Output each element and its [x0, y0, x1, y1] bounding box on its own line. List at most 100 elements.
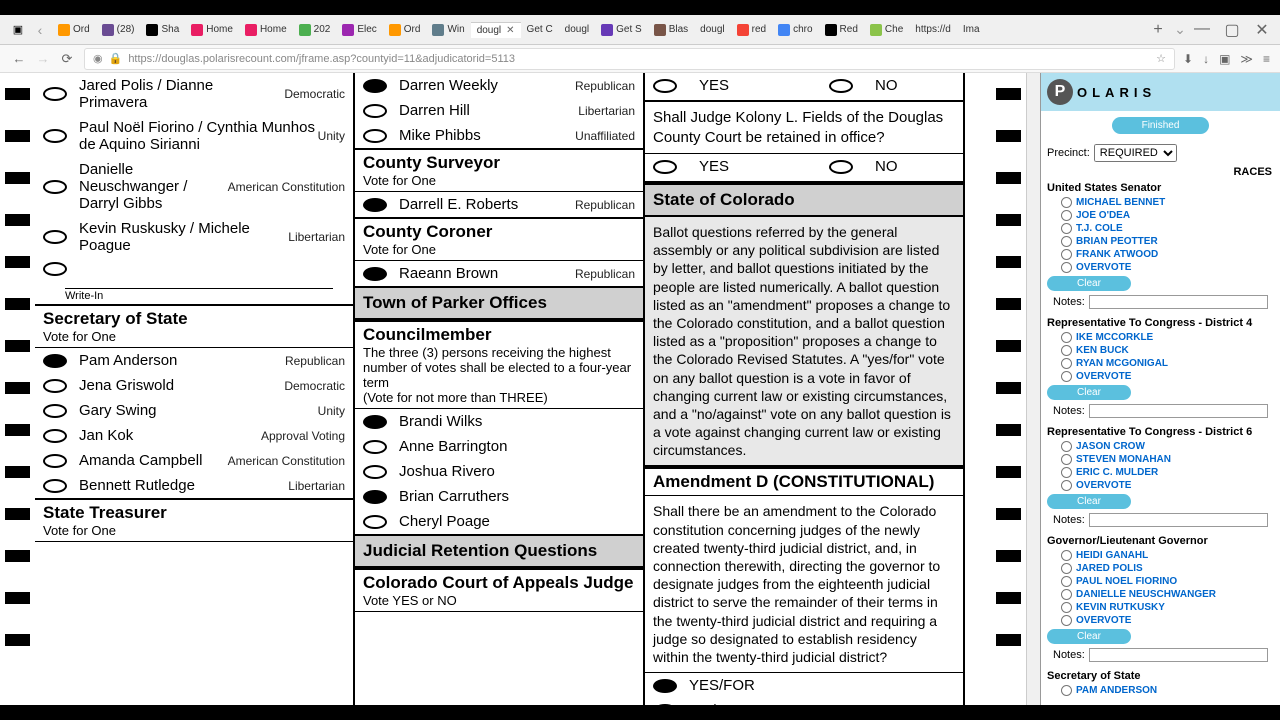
candidate-oval[interactable]: [43, 180, 67, 194]
browser-tab[interactable]: Elec: [336, 22, 382, 38]
extension-icon[interactable]: ▣: [1219, 52, 1230, 66]
adjudication-sidebar: P OLARIS Finished Precinct: REQUIRED RAC…: [1040, 73, 1280, 705]
browser-tab[interactable]: Red: [819, 22, 864, 38]
browser-tab[interactable]: 202: [293, 22, 337, 38]
new-tab-button[interactable]: +: [1148, 21, 1168, 39]
browser-tab[interactable]: Home: [239, 22, 293, 38]
browser-tab[interactable]: Home: [185, 22, 239, 38]
candidate-oval[interactable]: [43, 379, 67, 393]
sidebar-race-option[interactable]: OVERVOTE: [1047, 479, 1274, 492]
browser-tab[interactable]: (28): [96, 22, 141, 38]
writein-oval[interactable]: [43, 262, 67, 276]
sidebar-race-option[interactable]: ERIC C. MULDER: [1047, 466, 1274, 479]
no-oval-2[interactable]: [829, 160, 853, 174]
pocket-icon[interactable]: ⬇: [1183, 52, 1193, 66]
sidebar-race-option[interactable]: PAUL NOEL FIORINO: [1047, 575, 1274, 588]
coroner-oval[interactable]: [363, 267, 387, 281]
yesfor-oval[interactable]: [653, 679, 677, 693]
clear-button[interactable]: Clear: [1047, 385, 1131, 400]
sidebar-race-option[interactable]: HEIDI GANAHL: [1047, 549, 1274, 562]
sidebar-race-option[interactable]: MICHAEL BENNET: [1047, 196, 1274, 209]
close-button[interactable]: ✕: [1252, 20, 1272, 40]
candidate-oval[interactable]: [43, 87, 67, 101]
sidebar-race-option[interactable]: DANIELLE NEUSCHWANGER: [1047, 588, 1274, 601]
browser-tab[interactable]: dougl: [694, 22, 730, 38]
sidebar-race-option[interactable]: PAM ANDERSON: [1047, 684, 1274, 697]
candidate-oval[interactable]: [363, 79, 387, 93]
browser-tab[interactable]: dougl: [559, 22, 595, 38]
browser-tab[interactable]: Ima: [957, 22, 986, 38]
app-menu-icon[interactable]: ▣: [8, 20, 28, 40]
clear-button[interactable]: Clear: [1047, 629, 1131, 644]
browser-tab[interactable]: Ord: [52, 22, 96, 38]
minimize-button[interactable]: —: [1192, 20, 1212, 40]
sidebar-race-option[interactable]: RYAN MCGONIGAL: [1047, 357, 1274, 370]
clear-button[interactable]: Clear: [1047, 494, 1131, 509]
forward-button[interactable]: →: [34, 51, 52, 67]
download-icon[interactable]: ↓: [1203, 52, 1209, 66]
candidate-oval[interactable]: [43, 429, 67, 443]
sidebar-race-option[interactable]: JOE O'DEA: [1047, 209, 1274, 222]
sidebar-race-option[interactable]: KEN BUCK: [1047, 344, 1274, 357]
candidate-oval[interactable]: [363, 129, 387, 143]
yes-oval-2[interactable]: [653, 160, 677, 174]
back-button[interactable]: ←: [10, 51, 28, 67]
address-bar[interactable]: ◉ 🔒 https://douglas.polarisrecount.com/j…: [84, 48, 1175, 70]
candidate-oval[interactable]: [363, 515, 387, 529]
browser-tab[interactable]: red: [731, 22, 772, 38]
browser-tab[interactable]: dougl✕: [471, 22, 521, 38]
candidate-oval[interactable]: [363, 490, 387, 504]
notes-input[interactable]: [1089, 295, 1268, 309]
browser-tab[interactable]: Blas: [648, 22, 694, 38]
candidate-oval[interactable]: [363, 440, 387, 454]
no-oval-1[interactable]: [829, 79, 853, 93]
candidate-oval[interactable]: [43, 454, 67, 468]
surveyor-oval[interactable]: [363, 198, 387, 212]
clear-button[interactable]: Clear: [1047, 276, 1131, 291]
yes-oval-1[interactable]: [653, 79, 677, 93]
candidate-oval[interactable]: [363, 415, 387, 429]
sidebar-race-option[interactable]: BRIAN PEOTTER: [1047, 235, 1274, 248]
browser-tab[interactable]: chro: [772, 22, 818, 38]
tab-dropdown[interactable]: ⌄: [1170, 21, 1190, 38]
sidebar-race-option[interactable]: JASON CROW: [1047, 440, 1274, 453]
sidebar-race-option[interactable]: KEVIN RUTKUSKY: [1047, 601, 1274, 614]
finished-button[interactable]: Finished: [1112, 117, 1210, 134]
ballot-scrollbar[interactable]: [1026, 73, 1040, 705]
candidate-oval[interactable]: [43, 479, 67, 493]
browser-tab[interactable]: Get C: [521, 22, 559, 38]
sidebar-race-option[interactable]: STEVEN MONAHAN: [1047, 453, 1274, 466]
candidate-oval[interactable]: [363, 465, 387, 479]
star-icon[interactable]: ☆: [1156, 52, 1166, 65]
candidate-oval[interactable]: [43, 354, 67, 368]
yes-label: YES: [699, 77, 729, 94]
candidate-oval[interactable]: [43, 404, 67, 418]
notes-input[interactable]: [1089, 513, 1268, 527]
browser-tab[interactable]: https://d: [909, 22, 957, 38]
reload-button[interactable]: ⟳: [58, 51, 76, 67]
noagainst-oval[interactable]: [653, 704, 677, 705]
browser-tab[interactable]: Che: [864, 22, 909, 38]
sidebar-race-option[interactable]: OVERVOTE: [1047, 370, 1274, 383]
candidate-oval[interactable]: [43, 129, 67, 143]
browser-tab[interactable]: Sha: [140, 22, 185, 38]
sidebar-race-option[interactable]: OVERVOTE: [1047, 261, 1274, 274]
browser-tab[interactable]: Get S: [595, 22, 648, 38]
notes-input[interactable]: [1089, 648, 1268, 662]
precinct-select[interactable]: REQUIRED: [1094, 144, 1177, 162]
browser-tab[interactable]: Win: [426, 22, 470, 38]
menu-icon[interactable]: ≡: [1263, 52, 1270, 66]
sidebar-race-title: Governor/Lieutenant Governor: [1047, 535, 1274, 547]
notes-input[interactable]: [1089, 404, 1268, 418]
tab-nav-left[interactable]: ‹: [30, 22, 50, 38]
sidebar-race-option[interactable]: OVERVOTE: [1047, 614, 1274, 627]
sidebar-race-option[interactable]: JARED POLIS: [1047, 562, 1274, 575]
sidebar-race-option[interactable]: FRANK ATWOOD: [1047, 248, 1274, 261]
overflow-icon[interactable]: ≫: [1240, 52, 1253, 66]
maximize-button[interactable]: ▢: [1222, 20, 1242, 40]
candidate-oval[interactable]: [363, 104, 387, 118]
sidebar-race-option[interactable]: IKE MCCORKLE: [1047, 331, 1274, 344]
candidate-oval[interactable]: [43, 230, 67, 244]
browser-tab[interactable]: Ord: [383, 22, 427, 38]
sidebar-race-option[interactable]: T.J. COLE: [1047, 222, 1274, 235]
